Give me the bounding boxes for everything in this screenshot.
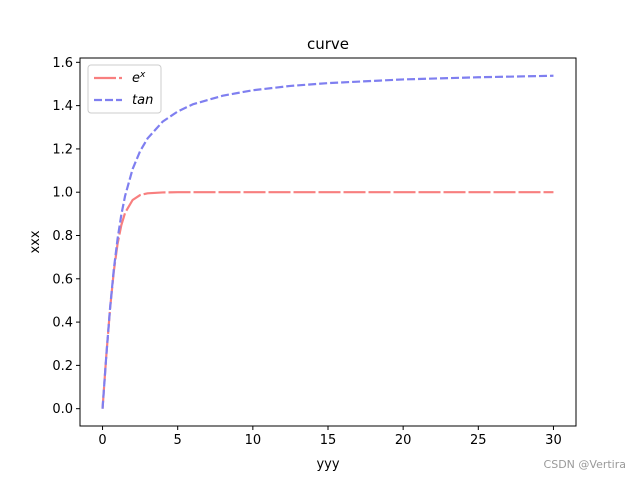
y-axis-label: xxx: [28, 230, 43, 253]
y-tick-label: 0.2: [52, 359, 73, 374]
x-tick-label: 20: [395, 433, 412, 448]
y-tick-label: 0.4: [52, 316, 73, 331]
x-tick-label: 5: [174, 433, 182, 448]
legend-label-ex-base: e: [132, 71, 140, 86]
y-tick-label: 0.6: [52, 272, 73, 287]
y-axis: 0.0 0.2 0.4 0.6 0.8 1.0 1.2 1.4 1.6: [52, 56, 80, 417]
legend-label-ex: ex: [132, 70, 146, 86]
x-tick-label: 25: [470, 433, 487, 448]
legend-label-tan: tan: [132, 93, 153, 108]
x-axis-label: yyy: [316, 457, 339, 472]
series-line-tan: [101, 74, 554, 409]
y-tick-label: 1.0: [52, 186, 73, 201]
x-tick-label: 10: [245, 433, 262, 448]
y-tick-label: 0.8: [52, 229, 73, 244]
series-layer: [101, 74, 554, 409]
y-tick-label: 0.0: [52, 402, 73, 417]
y-tick-label: 1.2: [52, 142, 73, 157]
legend-label-ex-sup: x: [139, 70, 146, 80]
y-tick-label: 1.4: [52, 99, 73, 114]
watermark: CSDN @Vertira: [543, 458, 626, 471]
y-tick-label: 1.6: [52, 56, 73, 71]
chart-title: curve: [307, 35, 349, 53]
x-axis: 0 5 10 15 20 25 30: [98, 426, 562, 448]
x-tick-label: 15: [320, 433, 337, 448]
x-tick-label: 30: [545, 433, 562, 448]
legend: ex tan: [87, 64, 162, 114]
x-tick-label: 0: [98, 433, 106, 448]
series-line-ex: [101, 191, 554, 409]
